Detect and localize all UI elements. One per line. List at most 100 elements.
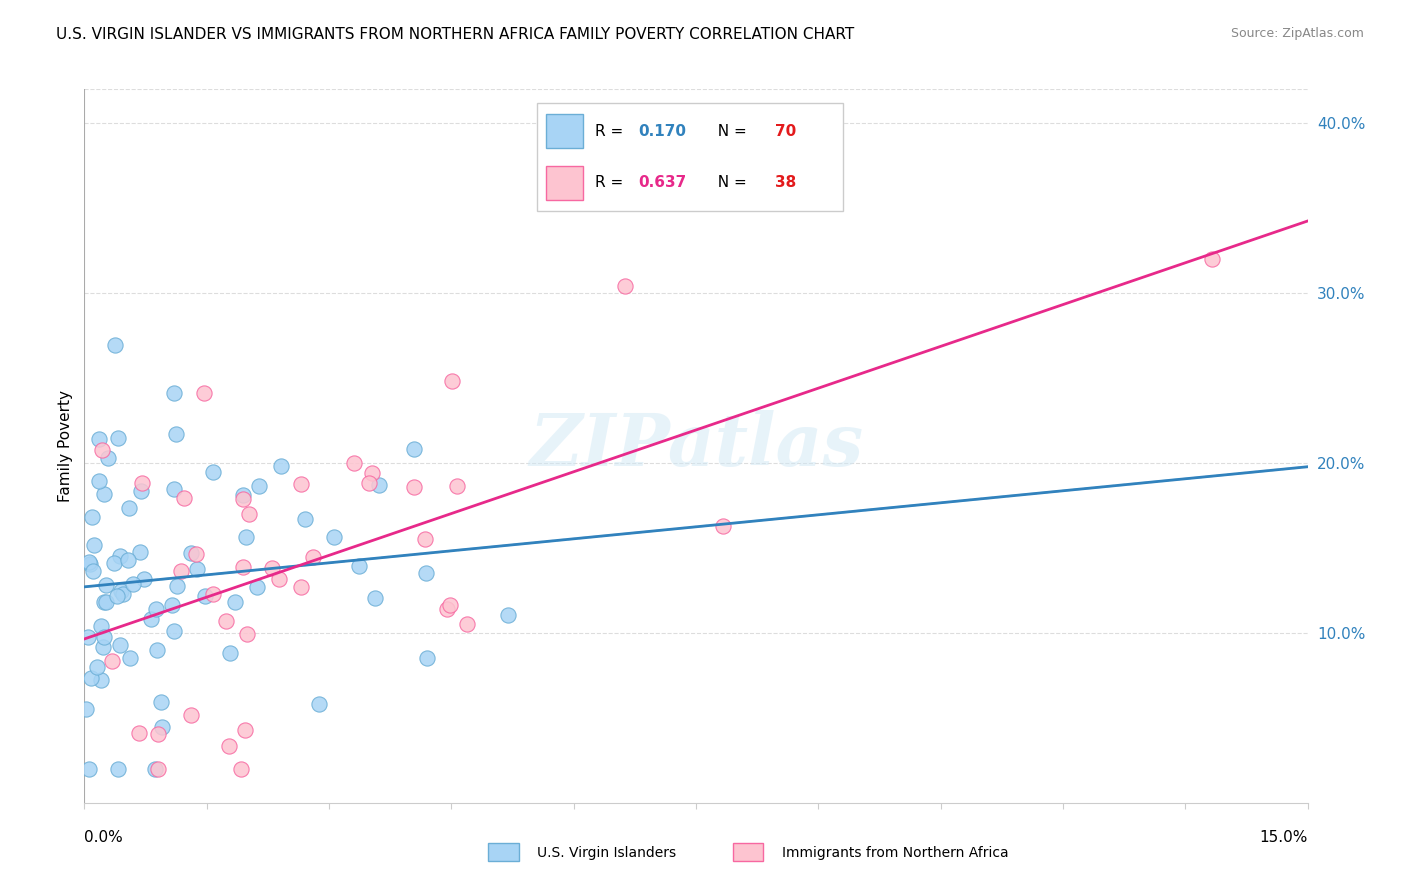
Point xyxy=(162,386,184,401)
Point xyxy=(456,617,478,632)
Point xyxy=(232,560,254,574)
Point xyxy=(302,549,325,564)
Point xyxy=(128,545,150,559)
Point xyxy=(128,726,150,740)
Point xyxy=(215,614,238,628)
Point xyxy=(97,450,120,465)
Point xyxy=(166,579,188,593)
Text: 0.0%: 0.0% xyxy=(84,830,124,845)
Point xyxy=(94,595,117,609)
Point xyxy=(90,619,112,633)
Point xyxy=(290,477,312,491)
Point xyxy=(308,697,330,711)
Point xyxy=(143,762,166,776)
Point xyxy=(246,581,269,595)
Point xyxy=(77,555,100,569)
Point xyxy=(160,598,183,612)
Point xyxy=(238,507,260,521)
Point xyxy=(415,566,437,580)
Point xyxy=(91,640,114,654)
Point xyxy=(294,512,316,526)
FancyBboxPatch shape xyxy=(488,844,519,862)
Point xyxy=(101,655,124,669)
Text: ZIPatlas: ZIPatlas xyxy=(529,410,863,482)
Point xyxy=(149,695,172,709)
Point xyxy=(184,547,207,561)
Point xyxy=(121,576,143,591)
Point xyxy=(194,589,217,603)
Text: 15.0%: 15.0% xyxy=(1260,830,1308,845)
Point xyxy=(218,739,240,753)
Point xyxy=(104,338,127,352)
Point xyxy=(180,546,202,560)
Point xyxy=(404,442,426,456)
Point xyxy=(93,630,115,644)
Point xyxy=(224,595,246,609)
Point xyxy=(436,602,458,616)
Point xyxy=(76,630,98,644)
Point xyxy=(108,638,131,652)
Point xyxy=(77,762,100,776)
Text: U.S. VIRGIN ISLANDER VS IMMIGRANTS FROM NORTHERN AFRICA FAMILY POVERTY CORRELATI: U.S. VIRGIN ISLANDER VS IMMIGRANTS FROM … xyxy=(56,27,855,42)
Point xyxy=(446,478,468,492)
Point xyxy=(146,727,169,741)
Point xyxy=(141,612,163,626)
Point xyxy=(132,572,155,586)
Point xyxy=(364,591,387,605)
Point xyxy=(96,578,118,592)
Point xyxy=(150,720,173,734)
Point xyxy=(163,482,186,496)
Point xyxy=(441,374,464,388)
Point xyxy=(247,479,270,493)
Point xyxy=(169,564,191,578)
Point xyxy=(111,587,134,601)
Point xyxy=(108,549,131,563)
Point xyxy=(89,474,111,488)
Point xyxy=(368,478,391,492)
Point xyxy=(711,519,734,533)
Point xyxy=(235,530,257,544)
Point xyxy=(173,491,195,505)
Text: Immigrants from Northern Africa: Immigrants from Northern Africa xyxy=(782,846,1008,860)
Point xyxy=(439,598,461,612)
Point xyxy=(80,510,103,524)
Point xyxy=(232,488,254,502)
Point xyxy=(107,431,129,445)
Point xyxy=(86,659,108,673)
Point xyxy=(82,564,104,578)
Point xyxy=(231,762,253,776)
Point xyxy=(129,483,152,498)
Point xyxy=(233,723,256,737)
Point xyxy=(347,559,370,574)
Point xyxy=(80,671,103,685)
Point xyxy=(105,589,128,603)
Point xyxy=(165,426,187,441)
Y-axis label: Family Poverty: Family Poverty xyxy=(58,390,73,502)
Point xyxy=(260,561,283,575)
Point xyxy=(93,595,115,609)
Point xyxy=(83,538,105,552)
Point xyxy=(90,673,112,687)
Point xyxy=(118,500,141,515)
Point xyxy=(180,708,202,723)
Point xyxy=(357,475,380,490)
Point xyxy=(120,651,142,665)
Point xyxy=(186,562,208,576)
Point xyxy=(110,584,132,599)
Point xyxy=(201,587,224,601)
Point xyxy=(193,386,215,401)
Point xyxy=(416,651,439,665)
Point xyxy=(117,553,139,567)
Point xyxy=(131,475,153,490)
Point xyxy=(613,278,636,293)
Point xyxy=(1201,252,1223,266)
Point xyxy=(107,762,129,776)
Point xyxy=(87,432,110,446)
Point xyxy=(148,762,170,776)
Point xyxy=(146,643,169,657)
Text: U.S. Virgin Islanders: U.S. Virgin Islanders xyxy=(537,846,676,860)
Point xyxy=(413,532,436,546)
Point xyxy=(79,557,101,571)
FancyBboxPatch shape xyxy=(733,844,763,862)
Point xyxy=(498,608,520,623)
